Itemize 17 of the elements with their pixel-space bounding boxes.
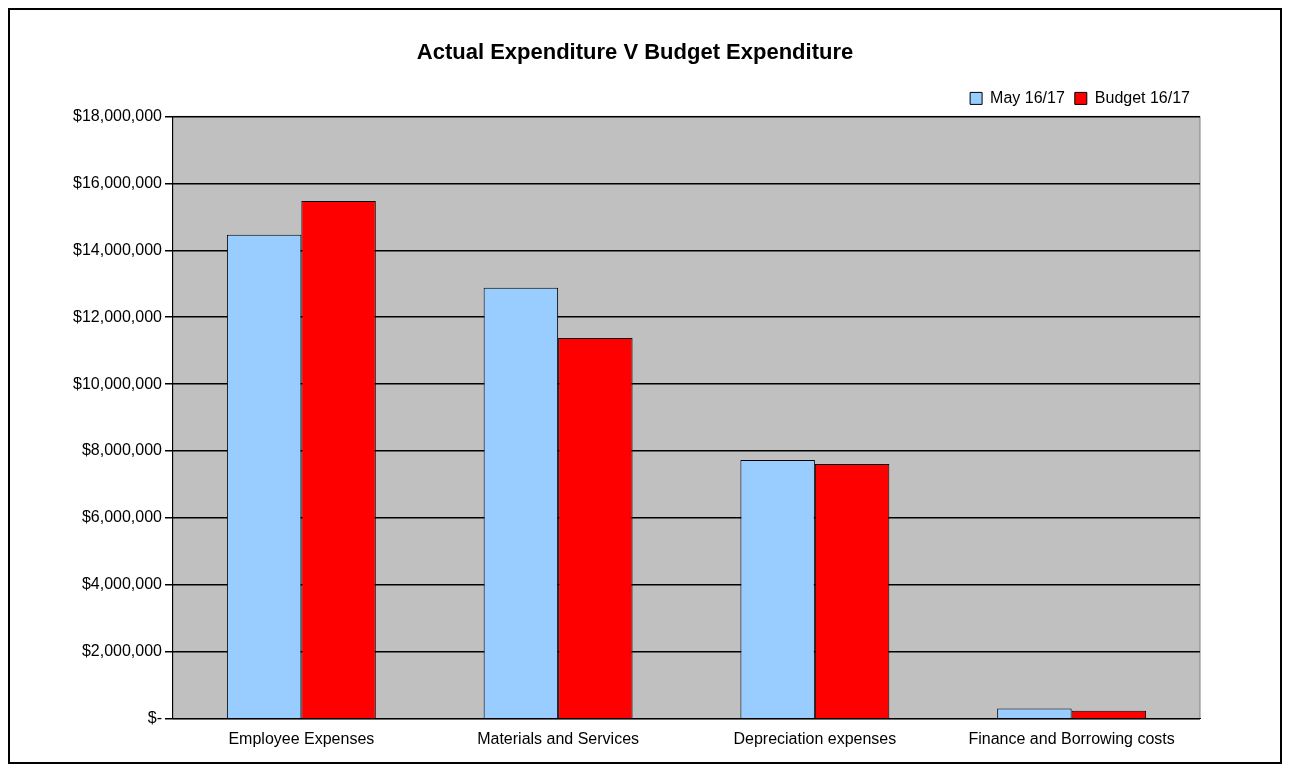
x-tick-label: Finance and Borrowing costs xyxy=(968,729,1175,747)
y-tick-label: $14,000,000 xyxy=(72,240,163,258)
legend-label: Budget 16/17 xyxy=(1094,88,1191,106)
chart-title: Actual Expenditure V Budget Expenditure xyxy=(416,39,854,65)
y-tick-label: $12,000,000 xyxy=(72,307,163,325)
y-tick-label: $8,000,000 xyxy=(81,441,163,459)
y-tick-label: $2,000,000 xyxy=(81,642,163,660)
x-tick-label: Materials and Services xyxy=(477,729,640,747)
y-tick-label: $- xyxy=(147,709,162,727)
y-tick-label: $10,000,000 xyxy=(72,374,163,392)
y-tick-label: $16,000,000 xyxy=(72,173,163,191)
y-tick-label: $18,000,000 xyxy=(72,106,163,124)
x-tick-label: Depreciation expenses xyxy=(733,729,897,747)
legend-label: May 16/17 xyxy=(990,88,1065,106)
x-tick-label: Employee Expenses xyxy=(228,729,375,747)
y-tick-label: $6,000,000 xyxy=(81,508,163,526)
y-tick-label: $4,000,000 xyxy=(81,575,163,593)
